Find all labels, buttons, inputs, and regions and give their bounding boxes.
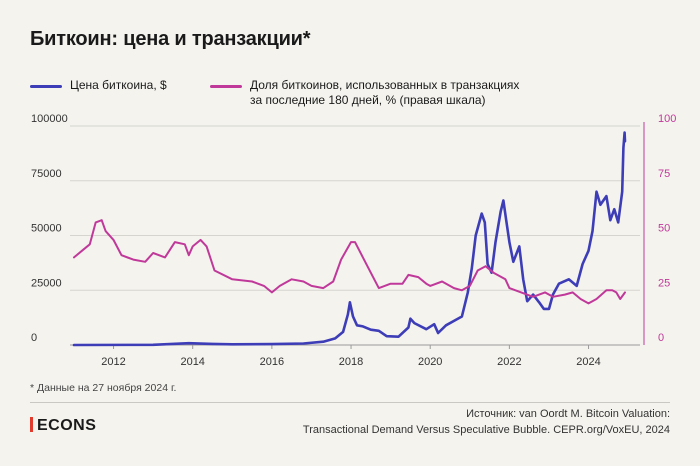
y-right-tick-label: 0 [658, 332, 664, 344]
y-right-tick-label: 100 [658, 113, 676, 125]
y-left-tick-label: 0 [31, 332, 37, 344]
chart-title: Биткоин: цена и транзакции* [30, 28, 311, 50]
logo-mark [30, 417, 33, 432]
divider [30, 402, 670, 403]
x-tick-label: 2022 [497, 356, 521, 368]
share-series-line [73, 219, 626, 305]
legend-label-share-line-1: Доля биткоинов, использованных в транзак… [250, 78, 520, 92]
x-tick-label: 2024 [576, 356, 600, 368]
legend-swatch-price [30, 85, 62, 88]
source-note: Источник: van Oordt M. Bitcoin Valuation… [303, 406, 670, 438]
y-right-tick-label: 25 [658, 277, 670, 289]
footnote: * Данные на 27 ноября 2024 г. [30, 382, 177, 394]
x-tick-label: 2014 [180, 356, 204, 368]
legend-label-share: Доля биткоинов, использованных в транзак… [250, 78, 519, 108]
source-line-1: Источник: van Oordt M. Bitcoin Valuation… [466, 408, 670, 420]
y-right-tick-label: 50 [658, 223, 670, 235]
brand-name: ECONS [37, 417, 97, 434]
y-right-tick-label: 75 [658, 168, 670, 180]
y-left-tick-label: 100000 [31, 113, 68, 125]
x-tick-label: 2012 [101, 356, 125, 368]
x-tick-label: 2020 [418, 356, 442, 368]
legend-label-price-line: Цена биткоина, $ [70, 78, 167, 92]
legend-label-price: Цена биткоина, $ [70, 78, 167, 93]
y-left-tick-label: 75000 [31, 168, 62, 180]
y-left-tick-label: 50000 [31, 223, 62, 235]
chart-area: 0 25000 50000 75000 100000 0 25 50 75 100 2012 2014… [31, 113, 676, 368]
y-left-tick-label: 25000 [31, 277, 62, 289]
x-tick-label: 2016 [260, 356, 284, 368]
x-tick-label: 2018 [339, 356, 363, 368]
legend-label-share-line-2: за последние 180 дней, % (правая шкала) [250, 93, 486, 107]
price-series-line [72, 131, 627, 347]
legend-swatch-share [210, 85, 242, 88]
source-line-2: Transactional Demand Versus Speculative … [302, 424, 670, 436]
brand-logo: ECONS [30, 417, 96, 435]
